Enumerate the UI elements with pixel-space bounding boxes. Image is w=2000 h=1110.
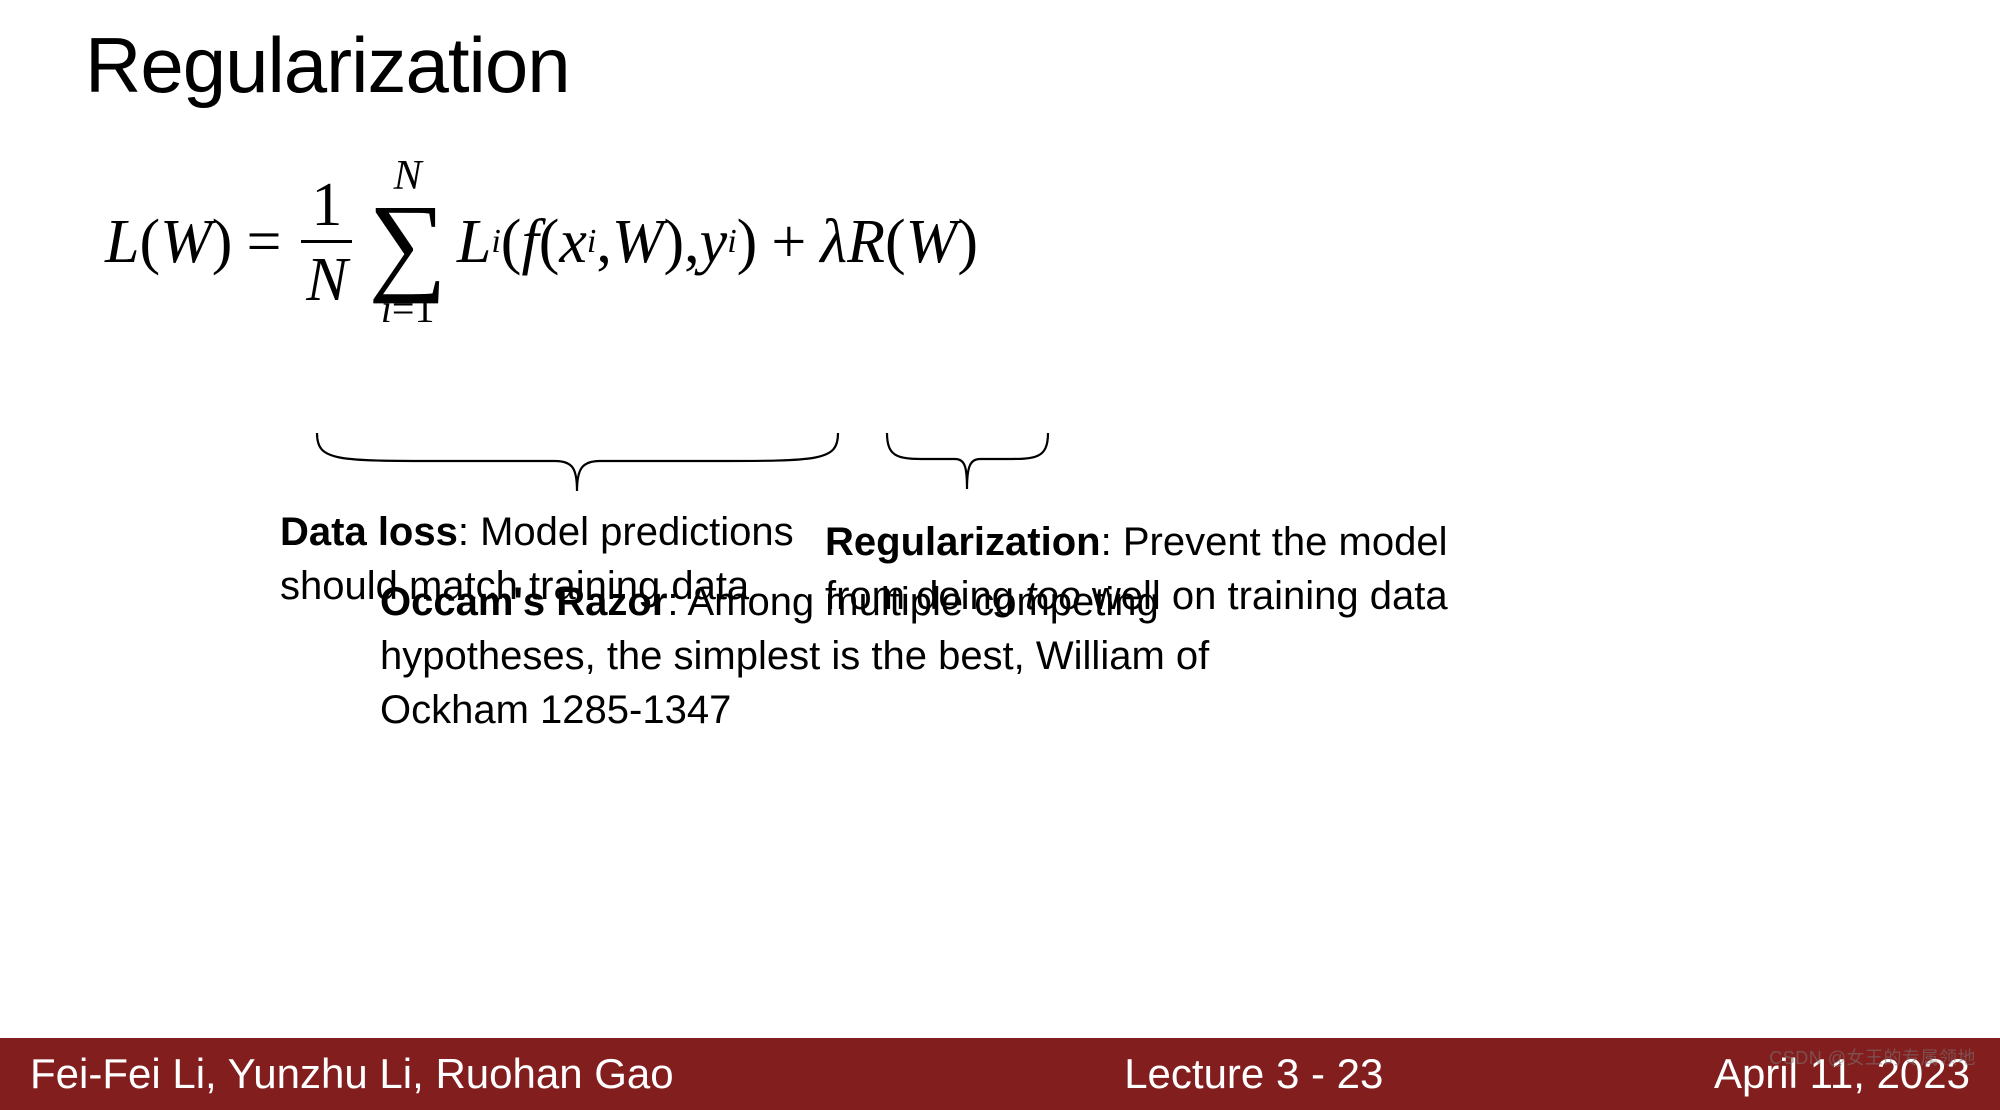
eq-fraction: 1 N <box>301 174 352 311</box>
eq-f: f <box>521 207 538 278</box>
eq-x: x <box>559 207 587 278</box>
eq-sum-i: i <box>381 286 392 331</box>
loss-equation: L(W) = 1 N N ∑ i=1 Li(f(xi, W), yi) + λR… <box>105 155 1425 329</box>
eq-plus: + <box>771 207 806 278</box>
slide: Regularization L(W) = 1 N N ∑ i=1 Li(f(x… <box>0 0 2000 1110</box>
occam-bold: Occam's Razor <box>380 580 667 624</box>
eq-W1: W <box>612 207 664 278</box>
eq-Li-L: L <box>457 207 491 278</box>
eq-close2: ) <box>664 207 685 278</box>
regularization-bold: Regularization <box>825 520 1101 564</box>
eq-summation: N ∑ i=1 <box>368 155 446 329</box>
occams-razor-note: Occam's Razor: Among multiple competing … <box>380 575 1220 737</box>
eq-R: R <box>847 207 885 278</box>
eq-open2: ( <box>539 207 560 278</box>
data-loss-bold: Data loss <box>280 510 458 554</box>
eq-open1: ( <box>501 207 522 278</box>
eq-y-sub: i <box>727 223 736 261</box>
eq-close-paren: ) <box>212 207 233 278</box>
eq-equals: = <box>246 207 281 278</box>
eq-W2: W <box>906 207 958 278</box>
footer-authors: Fei-Fei Li, Yunzhu Li, Ruohan Gao <box>30 1050 674 1098</box>
eq-L: L <box>105 207 139 278</box>
underbrace-data-loss <box>315 431 840 495</box>
equation-region: L(W) = 1 N N ∑ i=1 Li(f(xi, W), yi) + λR… <box>105 155 1425 329</box>
eq-open-paren: ( <box>139 207 160 278</box>
footer-lecture: Lecture 3 - 23 <box>674 1050 1714 1098</box>
underbrace-regularization <box>885 431 1050 495</box>
eq-lambda: λ <box>820 207 847 278</box>
eq-close3: ) <box>957 207 978 278</box>
watermark-text: CSDN @女王的专属领地 <box>1769 1044 1976 1070</box>
eq-comma2: , <box>684 207 700 278</box>
eq-Li-sub: i <box>491 223 500 261</box>
eq-close1: ) <box>737 207 758 278</box>
eq-open3: ( <box>885 207 906 278</box>
slide-footer: Fei-Fei Li, Yunzhu Li, Ruohan Gao Lectur… <box>0 1038 2000 1110</box>
eq-W: W <box>160 207 212 278</box>
eq-sum-eq1: =1 <box>392 286 435 331</box>
eq-y: y <box>700 207 728 278</box>
eq-sum-lower: i=1 <box>381 289 435 329</box>
slide-title: Regularization <box>85 20 570 111</box>
eq-frac-den: N <box>306 243 347 311</box>
eq-comma1: , <box>596 207 612 278</box>
eq-x-sub: i <box>587 223 596 261</box>
sigma-icon: ∑ <box>368 199 446 287</box>
eq-frac-num: 1 <box>301 174 352 243</box>
